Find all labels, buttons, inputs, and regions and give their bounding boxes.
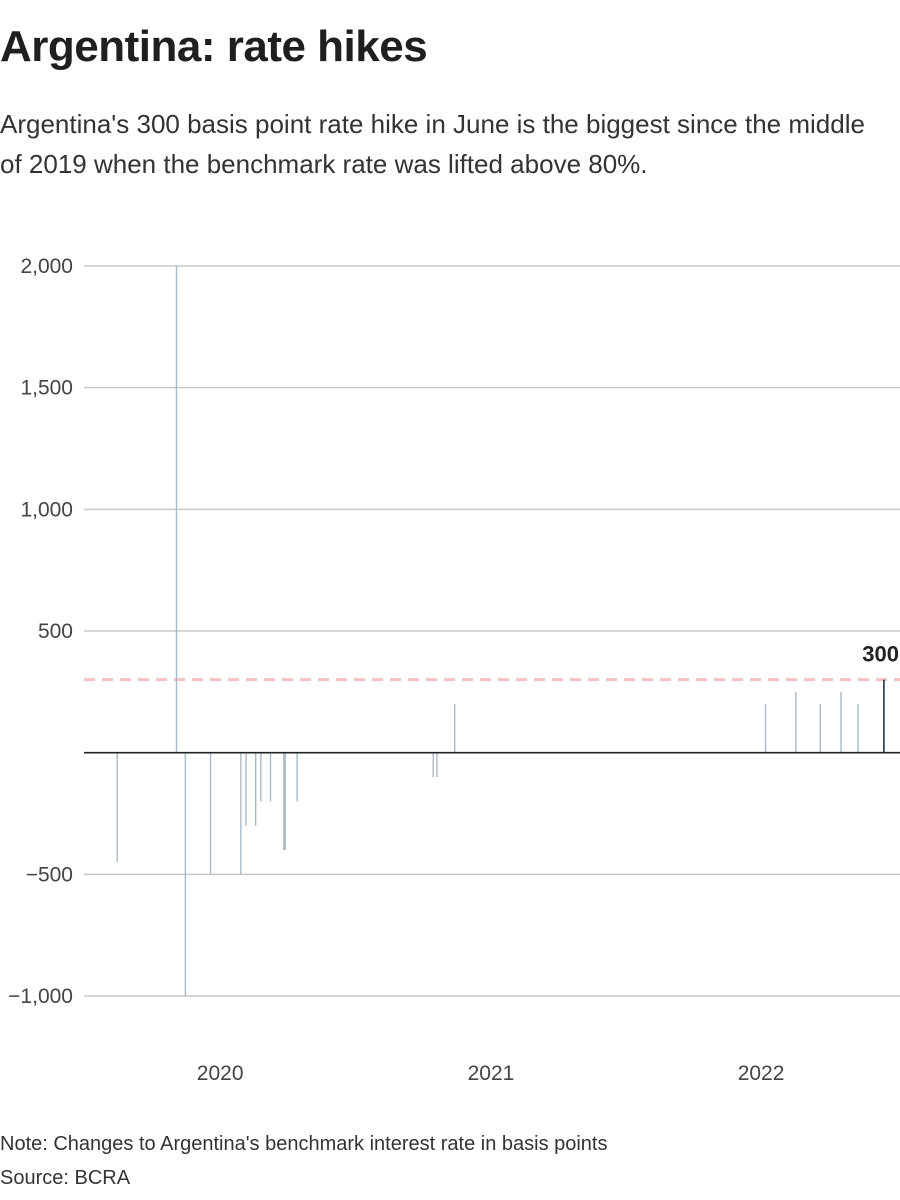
y-tick-label: 500 — [38, 620, 73, 643]
gridlines — [84, 265, 900, 997]
x-tick-label: 2022 — [738, 1062, 785, 1085]
x-tick-label: 2021 — [468, 1062, 515, 1085]
y-tick-label: 1,500 — [20, 377, 73, 400]
x-tick-label: 2020 — [197, 1062, 244, 1085]
y-tick-label: −500 — [26, 863, 73, 886]
bars — [116, 266, 885, 996]
chart-subtitle: Argentina's 300 basis point rate hike in… — [0, 109, 865, 179]
rate-change-chart: −1,000 −500 500 1,000 1,500 2,000 2020 2021 2022… — [8, 255, 900, 1085]
y-tick-label: −1,000 — [8, 985, 73, 1008]
y-tick-label: 1,000 — [20, 498, 73, 521]
chart-source: Source: BCRA — [0, 1167, 131, 1189]
chart-note: Note: Changes to Argentina's benchmark i… — [0, 1133, 608, 1155]
y-tick-label: 2,000 — [20, 255, 73, 278]
axis-labels: −1,000 −500 500 1,000 1,500 2,000 2020 2021 2022… — [8, 255, 899, 1085]
chart-title: Argentina: rate hikes — [0, 22, 428, 71]
annotation-label: 300 — [862, 642, 899, 667]
